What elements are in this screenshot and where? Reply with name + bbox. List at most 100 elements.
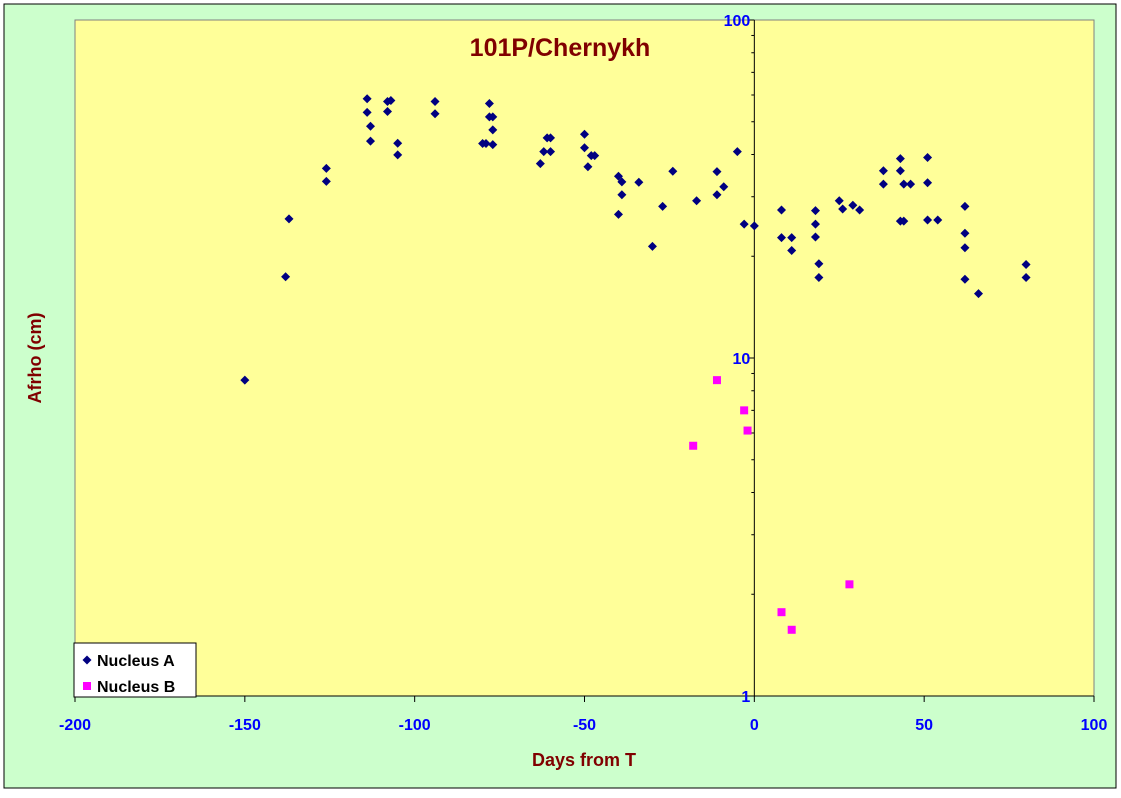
nucleus-a-point bbox=[613, 209, 623, 219]
nucleus-a-point bbox=[848, 200, 858, 210]
nucleus-a-point bbox=[539, 147, 549, 157]
nucleus-a-point bbox=[484, 99, 494, 109]
nucleus-a-point bbox=[878, 179, 888, 189]
nucleus-a-point bbox=[749, 221, 759, 231]
nucleus-a-point bbox=[430, 96, 440, 106]
nucleus-a-point bbox=[960, 201, 970, 211]
nucleus-a-point bbox=[692, 196, 702, 206]
nucleus-a-point bbox=[899, 216, 909, 226]
x-tick-label: -100 bbox=[399, 717, 431, 734]
nucleus-a-point bbox=[321, 176, 331, 186]
legend-marker-nucleus-b bbox=[83, 682, 91, 690]
nucleus-a-point bbox=[617, 177, 627, 187]
nucleus-a-point bbox=[481, 139, 491, 149]
nucleus-a-point bbox=[923, 215, 933, 225]
nucleus-a-point bbox=[923, 152, 933, 162]
nucleus-a-point bbox=[321, 163, 331, 173]
x-tick-label: -150 bbox=[229, 717, 261, 734]
nucleus-b-point bbox=[845, 580, 854, 589]
nucleus-a-point bbox=[546, 133, 556, 143]
nucleus-a-point bbox=[810, 219, 820, 229]
nucleus-a-point bbox=[777, 205, 787, 215]
nucleus-a-point bbox=[814, 273, 824, 283]
nucleus-a-point bbox=[668, 166, 678, 176]
x-tick-label: 100 bbox=[1081, 717, 1108, 734]
legend-marker-nucleus-a bbox=[82, 655, 92, 665]
y-axis-label: Afrho (cm) bbox=[25, 313, 45, 404]
x-tick-label: 50 bbox=[915, 717, 933, 734]
axes: -200 -150 -100 -50 0 50 100 1 10 100 bbox=[59, 13, 1107, 734]
nucleus-a-point bbox=[362, 107, 372, 117]
nucleus-a-point bbox=[366, 121, 376, 131]
nucleus-a-point bbox=[634, 177, 644, 187]
legend: Nucleus A Nucleus B bbox=[73, 642, 197, 698]
nucleus-a-point bbox=[732, 147, 742, 157]
nucleus-a-point bbox=[719, 182, 729, 192]
nucleus-a-point bbox=[933, 215, 943, 225]
nucleus-b-point bbox=[740, 406, 749, 415]
nucleus-a-point bbox=[382, 107, 392, 117]
nucleus-a-point bbox=[546, 147, 556, 157]
nucleus-a-point bbox=[974, 289, 984, 299]
plot-area bbox=[74, 19, 1095, 697]
nucleus-a-point bbox=[430, 109, 440, 119]
series-nucleus-a bbox=[240, 94, 1031, 385]
nucleus-a-point bbox=[838, 204, 848, 214]
nucleus-a-point bbox=[366, 136, 376, 146]
nucleus-a-point bbox=[580, 143, 589, 153]
nucleus-b-point bbox=[712, 376, 721, 385]
nucleus-a-point bbox=[362, 94, 372, 104]
nucleus-a-point bbox=[488, 140, 498, 150]
nucleus-a-point bbox=[906, 179, 916, 189]
nucleus-a-point bbox=[855, 205, 865, 215]
nucleus-a-point bbox=[580, 129, 589, 139]
nucleus-a-point bbox=[488, 125, 498, 135]
nucleus-b-point bbox=[743, 426, 752, 435]
chart-title: 101P/Chernykh bbox=[470, 34, 651, 62]
legend-label: Nucleus B bbox=[97, 679, 175, 696]
nucleus-b-point bbox=[777, 608, 786, 617]
x-tick-label: -50 bbox=[573, 717, 596, 734]
x-axis-label: Days from T bbox=[532, 750, 636, 770]
nucleus-a-point bbox=[923, 178, 933, 188]
nucleus-a-point bbox=[1021, 260, 1031, 270]
nucleus-a-point bbox=[488, 112, 498, 122]
nucleus-a-point bbox=[878, 166, 888, 176]
nucleus-b-point bbox=[787, 625, 796, 634]
nucleus-a-point bbox=[393, 150, 403, 160]
nucleus-a-point bbox=[777, 233, 787, 243]
nucleus-a-point bbox=[613, 171, 623, 181]
nucleus-a-point bbox=[960, 228, 970, 238]
nucleus-a-point bbox=[899, 179, 909, 189]
nucleus-a-point bbox=[810, 206, 820, 216]
nucleus-a-point bbox=[787, 245, 797, 255]
nucleus-a-point bbox=[895, 166, 905, 176]
nucleus-a-point bbox=[834, 196, 844, 206]
x-tick-label: -200 bbox=[59, 717, 91, 734]
nucleus-a-point bbox=[535, 159, 545, 169]
nucleus-a-point bbox=[647, 241, 657, 251]
nucleus-a-point bbox=[393, 138, 403, 148]
y-tick-label: 1 bbox=[741, 689, 750, 706]
nucleus-a-point bbox=[281, 272, 291, 282]
series-nucleus-b bbox=[689, 376, 854, 634]
nucleus-a-point bbox=[895, 154, 905, 164]
nucleus-a-point bbox=[284, 214, 294, 224]
nucleus-a-point bbox=[814, 259, 824, 269]
y-tick-label: 100 bbox=[724, 13, 751, 30]
legend-box bbox=[73, 642, 197, 698]
nucleus-a-point bbox=[739, 219, 749, 229]
legend-label: Nucleus A bbox=[97, 653, 175, 670]
y-tick-label: 10 bbox=[733, 351, 751, 368]
x-tick-label: 0 bbox=[750, 717, 759, 734]
nucleus-a-point bbox=[960, 274, 970, 284]
nucleus-a-point bbox=[617, 190, 627, 200]
nucleus-b-point bbox=[689, 441, 698, 450]
data-marks bbox=[240, 94, 1031, 634]
nucleus-a-point bbox=[583, 162, 593, 172]
nucleus-a-point bbox=[1021, 273, 1031, 283]
nucleus-a-point bbox=[658, 201, 668, 211]
nucleus-a-point bbox=[590, 151, 600, 161]
